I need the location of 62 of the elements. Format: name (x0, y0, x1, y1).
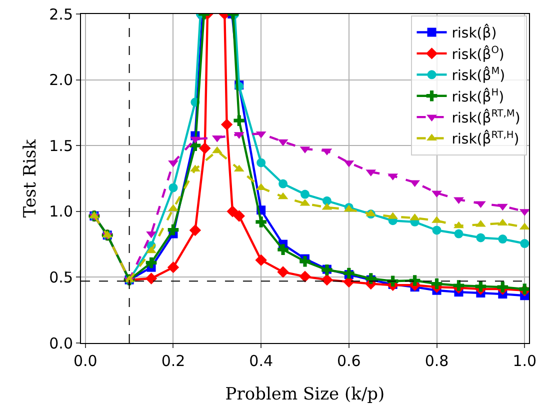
y-tick-label: 0.0 (49, 334, 73, 352)
point (344, 268, 354, 279)
point (475, 281, 486, 292)
point (199, 142, 211, 154)
x-tick-label: 0.6 (336, 352, 361, 370)
x-tick-label: 0.2 (161, 352, 186, 370)
point (431, 278, 442, 290)
x-axis-title: Problem Size (k/p) (225, 384, 385, 404)
point (497, 282, 508, 292)
x-tick-label: 0.8 (424, 352, 449, 370)
point (146, 246, 156, 254)
point (167, 261, 180, 274)
x-tick-label: 0.4 (249, 352, 274, 370)
legend-label: risk(β̂$^{RT,M}$) (452, 108, 520, 127)
point (168, 160, 178, 168)
point (454, 229, 464, 238)
point (256, 158, 266, 168)
x-tick-label: 1.0 (512, 352, 537, 370)
point (168, 204, 178, 212)
point (476, 233, 486, 242)
point (432, 226, 442, 235)
point (410, 213, 420, 220)
point (278, 244, 288, 255)
point (233, 210, 245, 222)
y-tick-label: 2.0 (49, 71, 73, 90)
point (453, 280, 464, 291)
point (234, 115, 245, 126)
point (189, 224, 202, 236)
legend-label: risk(β̂) (452, 23, 497, 42)
point (520, 239, 529, 248)
y-tick-label: 1.5 (49, 136, 73, 155)
point (454, 221, 464, 228)
y-tick-label: 2.5 (49, 5, 73, 24)
point (454, 197, 464, 204)
legend-label: risk(β̂$^{RT,H}$) (452, 129, 520, 148)
point (300, 256, 310, 267)
point (190, 136, 200, 144)
point (321, 274, 333, 286)
point (322, 196, 332, 206)
point (168, 183, 178, 192)
y-axis-title: Test Risk (20, 138, 41, 218)
legend-label: risk(β̂$^{M}$) (452, 66, 506, 84)
point (519, 209, 529, 216)
y-tick-label: 1.0 (49, 202, 73, 221)
point (255, 254, 267, 266)
point (168, 224, 179, 236)
x-tick-label: 0.0 (73, 352, 98, 370)
legend-label: risk(β̂$^{O}$) (452, 44, 504, 63)
point (519, 222, 529, 230)
point (220, 118, 233, 130)
legend-label: risk(β̂$^{H}$) (452, 86, 504, 106)
point (300, 190, 310, 199)
point (277, 266, 289, 278)
point (256, 216, 266, 228)
point (498, 234, 508, 244)
point (278, 179, 288, 188)
point (226, 206, 238, 218)
point (299, 270, 311, 282)
point (146, 257, 157, 268)
point (145, 272, 158, 284)
y-tick-label: 0.5 (49, 268, 73, 286)
point (409, 275, 420, 286)
